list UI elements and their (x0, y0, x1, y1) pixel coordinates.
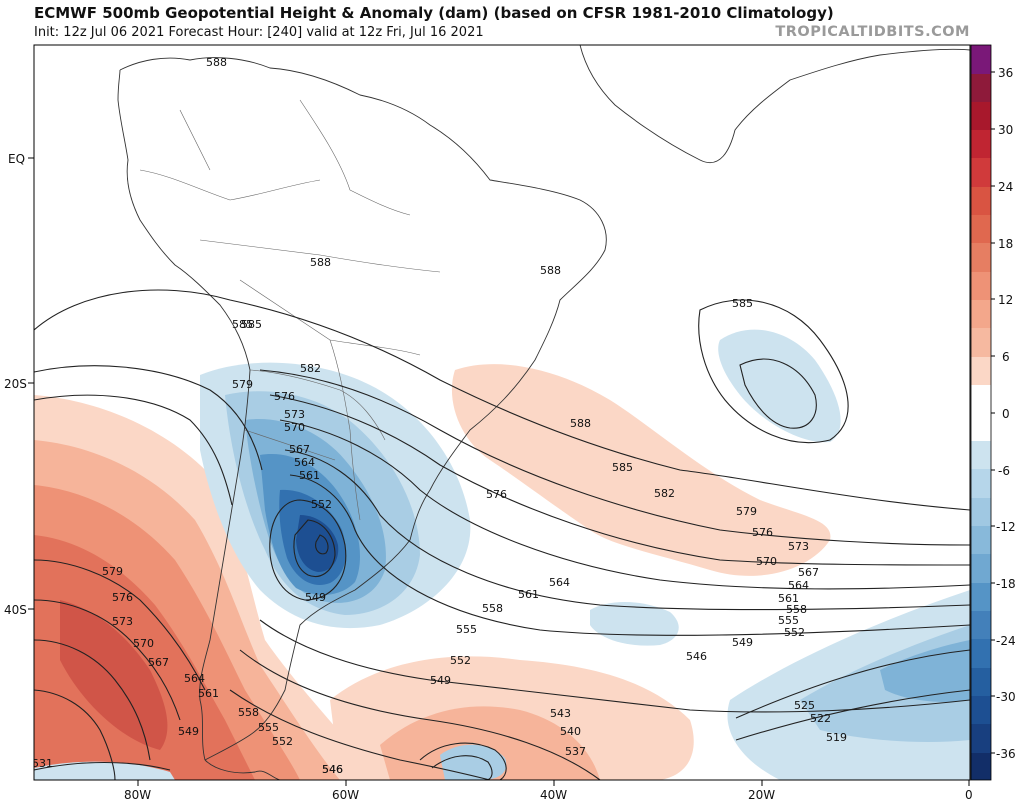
contour-label: 549 (732, 636, 753, 649)
colorbar-tick: -30 (996, 690, 1016, 704)
contour-label: 576 (112, 591, 133, 604)
lon-label-20w: 20W (748, 788, 775, 800)
contour-label: 564 (184, 672, 205, 685)
contour-label: 576 (752, 526, 773, 539)
contour-label: 561 (518, 588, 539, 601)
lon-label-0: 0 (965, 788, 973, 800)
positive-anomaly-south (330, 656, 694, 780)
contour-label: 564 (549, 576, 570, 589)
contour-label: 552 (272, 735, 293, 748)
contour-label: 552 (450, 654, 471, 667)
contour-label: 558 (238, 706, 259, 719)
latitude-axis: EQ 20S 40S (4, 152, 34, 617)
contour-label: 570 (133, 637, 154, 650)
contour-label: 561 (198, 687, 219, 700)
contour-label: 570 (284, 421, 305, 434)
contour-label: 582 (300, 362, 321, 375)
colorbar-tick: -36 (996, 747, 1016, 761)
lat-label-eq: EQ (8, 152, 25, 166)
colorbar-tick: 6 (1002, 350, 1010, 364)
colorbar-tick: -6 (998, 464, 1010, 478)
contour-label: 588 (310, 256, 331, 269)
lon-label-80w: 80W (124, 788, 151, 800)
contour-label: 567 (148, 656, 169, 669)
contour-label: 585 (612, 461, 633, 474)
contour-label: 519 (826, 731, 847, 744)
contour-label: 579 (102, 565, 123, 578)
colorbar-tick: 30 (998, 123, 1013, 137)
contour-label: 582 (654, 487, 675, 500)
height-contours (34, 289, 970, 780)
contour-label: 555 (258, 721, 279, 734)
contour-label: 561 (778, 592, 799, 605)
lat-label-40s: 40S (4, 603, 27, 617)
contour-label: 585 (732, 297, 753, 310)
contour-label: 585 (241, 318, 262, 331)
longitude-axis: 80W 60W 40W 20W 0 (124, 780, 973, 800)
map-subtitle: Init: 12z Jul 06 2021 Forecast Hour: [24… (34, 25, 484, 40)
map-frame-content: 588 588 588 585 585 582 579 576 573 570 … (32, 45, 970, 780)
contour-label: 588 (206, 56, 227, 69)
contour-label: 543 (550, 707, 571, 720)
contour-label: 546 (322, 763, 343, 776)
negative-anomaly-low (200, 362, 471, 629)
contour-label: 585 (232, 318, 253, 331)
positive-anomaly-west (34, 395, 380, 780)
country-borders (139, 99, 441, 521)
contour-label: 531 (32, 757, 53, 770)
contour-label: 552 (784, 626, 805, 639)
colorbar-tick: -12 (996, 520, 1016, 534)
contour-label: 573 (788, 540, 809, 553)
contour-label: 564 (788, 579, 809, 592)
contour-labels: 588 588 588 585 585 582 579 576 573 570 … (32, 56, 847, 776)
contour-label: 540 (560, 725, 581, 738)
contour-label: 549 (305, 591, 326, 604)
coastlines (117, 45, 970, 780)
contour-label: 555 (778, 614, 799, 627)
contour-label: 573 (284, 408, 305, 421)
contour-label: 546 (686, 650, 707, 663)
contour-label: 537 (565, 745, 586, 758)
contour-label: 573 (112, 615, 133, 628)
lon-label-60w: 60W (332, 788, 359, 800)
contour-label: 567 (289, 443, 310, 456)
positive-anomaly-atlantic (451, 364, 831, 576)
contour-label: 579 (232, 378, 253, 391)
contour-label: 570 (756, 555, 777, 568)
colorbar: 36 30 24 18 12 6 0 -6 -12 -18 -24 -30 -3… (970, 44, 1016, 781)
contour-label: 552 (311, 498, 332, 511)
colorbar-tick: 0 (1002, 407, 1010, 421)
contour-label: 588 (570, 417, 591, 430)
colorbar-tick: 18 (998, 237, 1013, 251)
colorbar-tick: -24 (996, 634, 1016, 648)
colorbar-tick: 24 (998, 180, 1013, 194)
contour-label: 558 (482, 602, 503, 615)
colorbar-tick: 12 (998, 293, 1013, 307)
map-title: ECMWF 500mb Geopotential Height & Anomal… (34, 4, 834, 22)
contour-label: 576 (274, 390, 295, 403)
contour-label: 558 (786, 603, 807, 616)
map-frame (33, 44, 971, 781)
contour-label: 522 (810, 712, 831, 725)
colorbar-tick: -18 (996, 577, 1016, 591)
colorbar-labels: 36 30 24 18 12 6 0 -6 -12 -18 -24 -30 -3… (996, 66, 1016, 761)
lon-label-40w: 40W (540, 788, 567, 800)
contour-label: 549 (178, 725, 199, 738)
contour-label: 579 (736, 505, 757, 518)
contour-label: 561 (299, 469, 320, 482)
negative-anomaly-east (34, 329, 970, 780)
contour-label: 546 (322, 763, 343, 776)
contour-label: 555 (456, 623, 477, 636)
contour-label: 549 (430, 674, 451, 687)
contour-label: 567 (798, 566, 819, 579)
lat-label-20s: 20S (4, 377, 27, 391)
contour-label: 588 (540, 264, 561, 277)
colorbar-tick: 36 (998, 66, 1013, 80)
contour-label: 576 (486, 488, 507, 501)
contour-label: 525 (794, 699, 815, 712)
contour-label: 564 (294, 456, 315, 469)
site-credit: TROPICALTIDBITS.COM (775, 24, 970, 40)
